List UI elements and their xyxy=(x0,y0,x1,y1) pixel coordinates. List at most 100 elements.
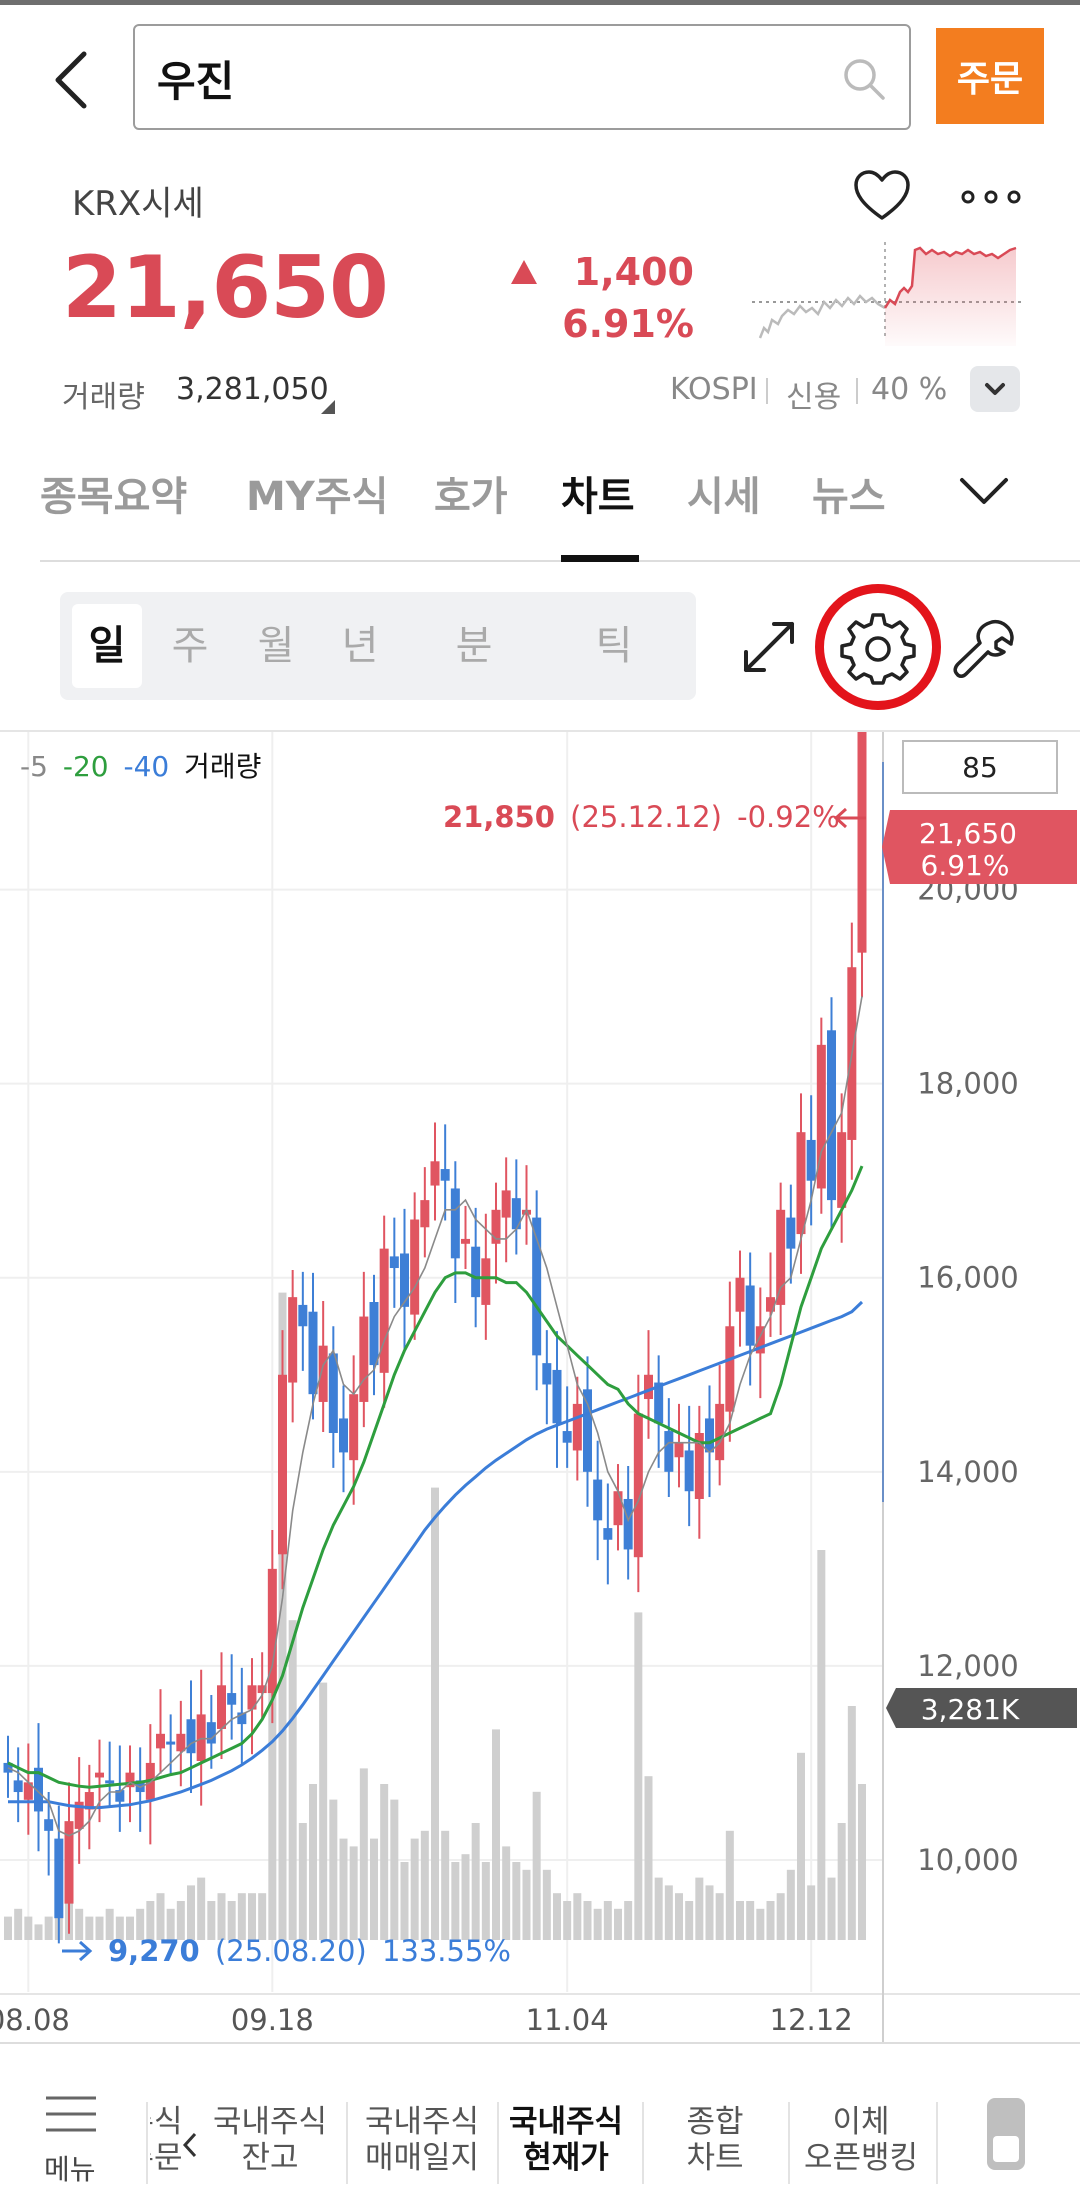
period-week[interactable]: 주 xyxy=(171,623,209,669)
divider xyxy=(146,2102,148,2184)
candle-body xyxy=(54,1838,64,1919)
candle-body xyxy=(308,1311,318,1395)
candle-body xyxy=(430,1161,440,1186)
period-minute[interactable]: 분 xyxy=(455,623,493,669)
order-button[interactable]: 주문 xyxy=(936,28,1044,124)
volume-bar xyxy=(766,1901,775,1940)
volume-label: 거래량 xyxy=(62,380,145,415)
bottom-nav-item-transfer-openbanking[interactable]: 이체 오픈뱅킹 xyxy=(803,2104,919,2176)
bottom-nav-divider xyxy=(0,2042,1080,2044)
volume-bar xyxy=(725,1830,734,1940)
bottom-nav-item-current-price[interactable]: 국내주식 현재가 xyxy=(508,2104,624,2176)
candle-body xyxy=(522,1209,531,1215)
volume-bar xyxy=(736,1901,744,1940)
period-day[interactable]: 일 xyxy=(88,623,126,669)
chevron-down-icon xyxy=(985,383,1005,395)
tab-summary[interactable]: 종목요약 xyxy=(40,474,188,520)
x-tick-label: 08.08 xyxy=(0,2003,70,2037)
bottom-nav-item-trade-journal[interactable]: 국내주식 매매일지 xyxy=(364,2104,480,2176)
tabs-expand-chevron-icon[interactable] xyxy=(958,474,1010,508)
candle-body xyxy=(44,1819,54,1831)
period-year[interactable]: 년 xyxy=(341,623,379,669)
tab-quotes[interactable]: 시세 xyxy=(687,474,761,520)
candle-body xyxy=(542,1363,552,1385)
divider xyxy=(936,2102,938,2184)
y-tick-label: 12,000 xyxy=(917,1649,1018,1683)
candle-body xyxy=(593,1479,603,1521)
volume-bar xyxy=(837,1823,846,1940)
candle-body xyxy=(247,1685,257,1710)
volume-bar xyxy=(420,1830,429,1940)
menu-hamburger-icon[interactable] xyxy=(44,2094,98,2138)
x-tick-label: 12.12 xyxy=(770,2003,853,2037)
volume-bar xyxy=(654,1877,663,1940)
volume-bar xyxy=(563,1901,572,1940)
search-input[interactable]: 우진 xyxy=(133,24,911,130)
volume-bar xyxy=(451,1862,460,1940)
volume-bar xyxy=(227,1901,236,1940)
candle-body xyxy=(532,1217,542,1356)
period-tick[interactable]: 틱 xyxy=(595,623,633,669)
tab-order-book[interactable]: 호가 xyxy=(434,474,508,520)
highlight-circle xyxy=(815,584,941,710)
volume-bar xyxy=(268,1612,277,1940)
favorite-heart-icon[interactable] xyxy=(852,168,912,224)
tab-news[interactable]: 뉴스 xyxy=(812,474,886,520)
candle-count-box[interactable] xyxy=(902,740,1058,794)
volume-bar xyxy=(126,1916,134,1940)
candle-body xyxy=(572,1403,582,1451)
chart-legend[interactable]: -5 -20 -40 거래량 xyxy=(20,750,261,783)
candle-body xyxy=(857,732,867,953)
volume-bar xyxy=(237,1893,246,1940)
period-month[interactable]: 월 xyxy=(257,623,295,669)
active-tab-indicator xyxy=(561,555,639,562)
volume-bar xyxy=(603,1901,612,1940)
volume-value[interactable]: 3,281,050 xyxy=(176,372,329,407)
phone-device-icon[interactable] xyxy=(985,2096,1027,2172)
volume-bar xyxy=(319,1682,328,1940)
wrench-icon[interactable] xyxy=(952,616,1018,682)
intraday-mini-chart[interactable] xyxy=(752,240,1022,350)
volume-bar xyxy=(583,1901,592,1940)
volume-bar xyxy=(634,1612,643,1940)
more-options-icon[interactable] xyxy=(960,188,1022,206)
bottom-nav-item-stock-order-partial[interactable]: 주식 주문 xyxy=(150,2104,183,2176)
divider xyxy=(497,2102,499,2184)
search-icon[interactable] xyxy=(841,56,887,102)
volume-bar xyxy=(105,1908,114,1940)
volume-tag xyxy=(886,1688,1077,1728)
volume-bar xyxy=(756,1908,765,1940)
high-marker-arrow-icon xyxy=(833,807,866,829)
tab-chart[interactable]: 차트 xyxy=(561,474,635,520)
gear-icon[interactable] xyxy=(840,609,916,685)
candle-body xyxy=(64,1821,74,1904)
fullscreen-expand-icon[interactable] xyxy=(738,616,800,678)
volume-bar xyxy=(380,1784,389,1940)
candle-body xyxy=(23,1782,33,1800)
volume-bar xyxy=(746,1901,755,1940)
volume-bar xyxy=(176,1901,185,1940)
volume-tag-value: 3,281K xyxy=(921,1693,1020,1726)
volume-bar xyxy=(532,1791,541,1940)
tab-my-stock[interactable]: MY주식 xyxy=(246,474,389,520)
bottom-nav-item-general-chart[interactable]: 종합 차트 xyxy=(686,2104,744,2176)
expand-info-button[interactable] xyxy=(970,366,1020,412)
candle-body xyxy=(796,1132,806,1235)
volume-bar xyxy=(258,1893,267,1940)
candle-body xyxy=(389,1256,399,1269)
candle-body xyxy=(166,1741,176,1745)
scroll-left-chevron-icon[interactable] xyxy=(182,2132,198,2158)
candle-body xyxy=(349,1394,359,1461)
candle-body xyxy=(684,1450,694,1492)
current-price-tag xyxy=(882,810,1077,884)
candle-body xyxy=(806,1139,816,1181)
volume-bar xyxy=(359,1768,368,1940)
candle-body xyxy=(481,1258,491,1305)
bottom-nav-item-domestic-balance[interactable]: 국내주식 잔고 xyxy=(212,2104,328,2176)
status-bar-line xyxy=(0,0,1080,5)
menu-label[interactable]: 메뉴 xyxy=(44,2153,96,2186)
divider xyxy=(346,2102,348,2184)
candle-count: 85 xyxy=(962,751,998,784)
back-arrow-icon[interactable] xyxy=(40,40,110,120)
